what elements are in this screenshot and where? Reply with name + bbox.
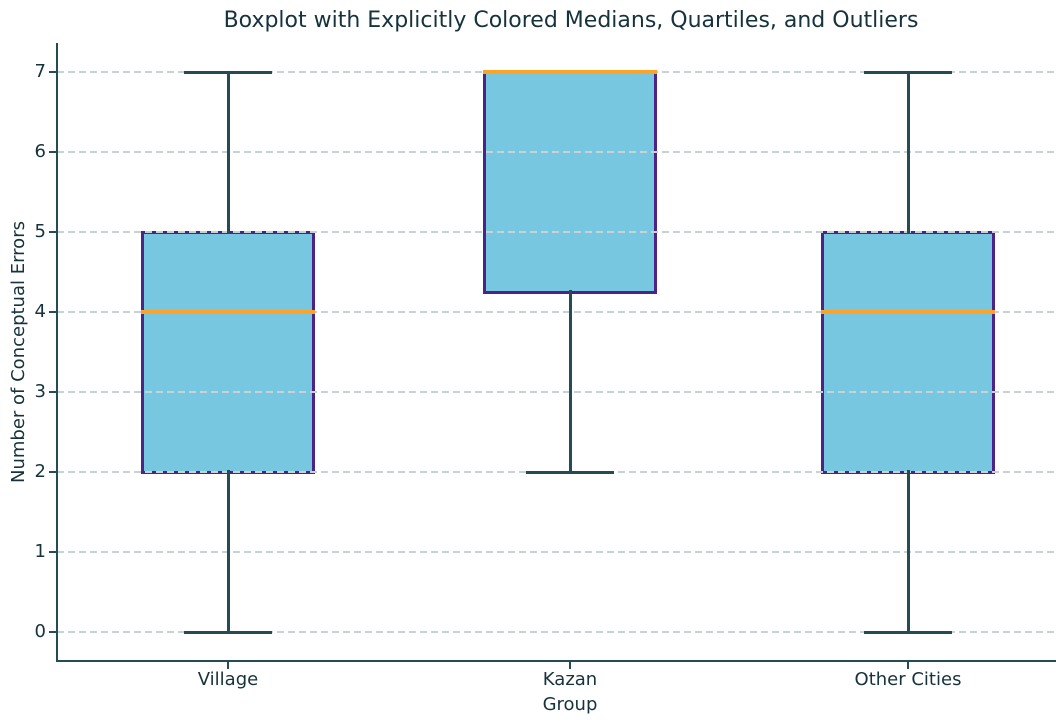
box-village (141, 230, 315, 474)
y-tickmark-1 (49, 551, 56, 553)
y-tickmark-4 (49, 311, 56, 313)
whisker-cap-top-other-cities (864, 70, 952, 74)
whisker-cap-top-village (184, 70, 272, 74)
x-tickmark-village (227, 662, 229, 669)
gridline-y-4 (57, 311, 1056, 313)
whisker-upper-other-cities (906, 72, 910, 234)
gridline-y-0 (57, 631, 1056, 633)
gridline-y-1 (57, 551, 1056, 553)
whisker-cap-bottom-village (184, 630, 272, 634)
gridline-y-5 (57, 231, 1056, 233)
y-tickmark-2 (49, 471, 56, 473)
y-tick-label-3: 3 (34, 381, 46, 402)
y-tickmark-7 (49, 71, 56, 73)
whisker-cap-bottom-kazan (526, 470, 614, 474)
gridline-y-3 (57, 391, 1056, 393)
y-tick-label-7: 7 (34, 61, 46, 82)
whisker-lower-village (226, 470, 230, 632)
y-tick-label-5: 5 (34, 221, 46, 242)
y-tick-label-1: 1 (34, 541, 46, 562)
y-tickmark-5 (49, 231, 56, 233)
y-tickmark-0 (49, 631, 56, 633)
whisker-upper-village (226, 72, 230, 234)
whisker-lower-other-cities (906, 470, 910, 632)
x-axis-spine (56, 660, 1056, 662)
y-axis-spine (56, 43, 58, 662)
box-kazan (483, 70, 657, 294)
y-tick-label-2: 2 (34, 461, 46, 482)
x-tick-label-other-cities: Other Cities (854, 669, 962, 690)
x-tickmark-other-cities (907, 662, 909, 669)
whisker-lower-kazan (568, 290, 572, 472)
median-line-kazan (483, 70, 657, 74)
x-tick-label-village: Village (197, 669, 259, 690)
median-line-village (141, 310, 315, 314)
y-tickmark-6 (49, 151, 56, 153)
y-tick-label-0: 0 (34, 621, 46, 642)
whisker-cap-bottom-other-cities (864, 630, 952, 634)
y-tick-label-6: 6 (34, 141, 46, 162)
median-line-other-cities (821, 310, 995, 314)
gridline-y-6 (57, 151, 1056, 153)
chart-title: Boxplot with Explicitly Colored Medians,… (223, 8, 919, 33)
x-tickmark-kazan (569, 662, 571, 669)
x-axis-label: Group (542, 694, 598, 715)
x-tick-label-kazan: Kazan (542, 669, 598, 690)
box-other-cities (821, 230, 995, 474)
y-tickmark-3 (49, 391, 56, 393)
y-tick-label-4: 4 (34, 301, 46, 322)
